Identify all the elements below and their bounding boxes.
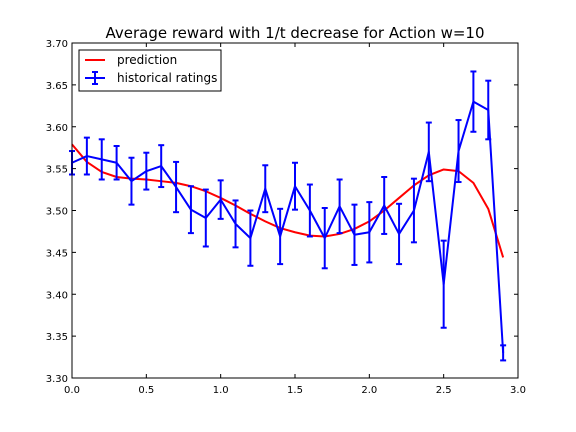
legend-label-prediction: prediction xyxy=(117,53,177,67)
series-line-historical-ratings xyxy=(71,100,505,353)
legend-box xyxy=(78,49,222,92)
chart-title: Average reward with 1/t decrease for Act… xyxy=(105,24,484,42)
y-tick-label: 3.60 xyxy=(46,123,68,134)
axis-ticks: 0.0 0.5 1.0 1.5 2.0 2.5 3.0 3.30 3.35 3.40 3.45 3.5… xyxy=(46,39,526,396)
x-tick-label: 2.0 xyxy=(361,385,377,396)
y-tick-label: 3.55 xyxy=(46,165,68,176)
y-tick-label: 3.70 xyxy=(46,39,68,50)
x-tick-label: 0.0 xyxy=(64,385,80,396)
y-tick-label: 3.45 xyxy=(46,248,68,259)
legend-label-historical-ratings: historical ratings xyxy=(117,71,217,85)
plot-area xyxy=(69,70,507,362)
x-tick-label: 2.5 xyxy=(436,385,452,396)
legend: prediction historical ratings xyxy=(78,49,222,92)
y-tick-label: 3.30 xyxy=(46,374,68,385)
y-tick-label: 3.65 xyxy=(46,81,68,92)
y-tick-label: 3.50 xyxy=(46,207,68,218)
x-tick-label: 0.5 xyxy=(138,385,154,396)
y-tick-label: 3.40 xyxy=(46,290,68,301)
y-tick-label: 3.35 xyxy=(46,332,68,343)
x-tick-label: 3.0 xyxy=(510,385,526,396)
x-tick-label: 1.5 xyxy=(287,385,303,396)
x-tick-label: 1.0 xyxy=(213,385,229,396)
